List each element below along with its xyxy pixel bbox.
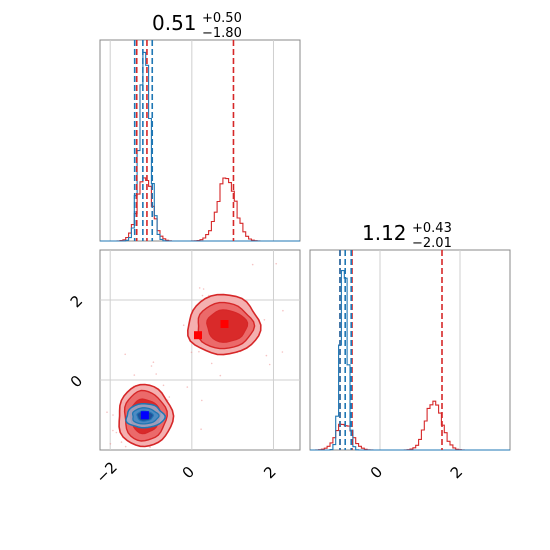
sample-point — [115, 431, 118, 434]
sample-point — [162, 384, 165, 387]
panel-title-p1: 1.12 +0.43 −2.01 — [362, 221, 452, 251]
sample-point — [112, 429, 114, 432]
sample-point — [201, 399, 203, 402]
sample-point — [120, 441, 123, 443]
panel-p0-marginal-grid — [109, 40, 274, 241]
title-p1-plus: +0.43 — [412, 221, 452, 236]
title-p1-value: 1.12 — [362, 221, 407, 245]
panel-joint-markers — [140, 320, 229, 420]
sample-point — [112, 414, 114, 416]
panel-p1-marginal — [309, 249, 511, 451]
sample-point — [268, 363, 271, 366]
sample-point — [124, 353, 126, 356]
panel-p1-marginal-grid — [379, 250, 461, 450]
sample-point — [124, 445, 127, 448]
sample-point — [219, 374, 222, 377]
sample-point — [275, 262, 278, 265]
sample-point — [133, 374, 136, 376]
sample-point — [200, 428, 202, 431]
tick-label-p1-y-0: 0 — [67, 372, 86, 391]
sample-point — [210, 362, 213, 365]
sample-point — [190, 351, 193, 354]
tick-label-p1-x-1: 2 — [447, 463, 466, 482]
sample-point — [155, 373, 157, 375]
marker-blue-0 — [140, 411, 149, 420]
sample-point — [281, 351, 284, 353]
sample-point — [152, 361, 155, 364]
tick-label-p1-y-1: 2 — [67, 292, 86, 311]
title-p0-value: 0.51 — [152, 11, 197, 35]
sample-point — [282, 309, 284, 312]
panel-joint-grid — [100, 250, 300, 450]
tick-label-p1-x-0: 0 — [367, 463, 386, 482]
panel-title-p0: 0.51 +0.50 −1.80 — [152, 11, 242, 41]
sample-point — [202, 288, 205, 290]
sample-point — [201, 294, 204, 297]
panel-p1-marginal-frame — [309, 249, 511, 451]
sample-point — [198, 350, 200, 353]
hist-p0-blue — [100, 51, 300, 242]
panel-p0-marginal-frame — [99, 39, 301, 242]
sample-point — [168, 396, 171, 398]
tick-label-p0-1: 0 — [179, 463, 198, 482]
sample-point — [265, 354, 268, 357]
sample-point — [150, 365, 153, 367]
marker-red-1 — [194, 331, 202, 340]
sample-point — [186, 386, 189, 388]
tick-label-p0-2: 2 — [260, 463, 279, 482]
sample-point — [198, 287, 201, 289]
sample-point — [251, 263, 254, 266]
panel-p1-quantile-lines — [339, 250, 443, 450]
hist-p1-blue — [310, 270, 510, 451]
panel-p0-quantile-lines — [133, 40, 235, 241]
tick-label-p0-0: −2 — [92, 458, 120, 486]
panel-p1-histograms — [310, 270, 510, 451]
panel-joint — [99, 249, 301, 451]
sample-point — [109, 443, 112, 445]
panel-p0-marginal — [99, 39, 301, 242]
title-p0-plus: +0.50 — [202, 11, 242, 26]
title-p0-minus: −1.80 — [202, 26, 242, 41]
sample-point — [182, 324, 185, 327]
sample-point — [263, 319, 266, 321]
sample-point — [149, 446, 151, 449]
sample-point — [106, 411, 108, 414]
title-p1-minus: −2.01 — [412, 236, 452, 251]
marker-red-0 — [220, 320, 229, 328]
